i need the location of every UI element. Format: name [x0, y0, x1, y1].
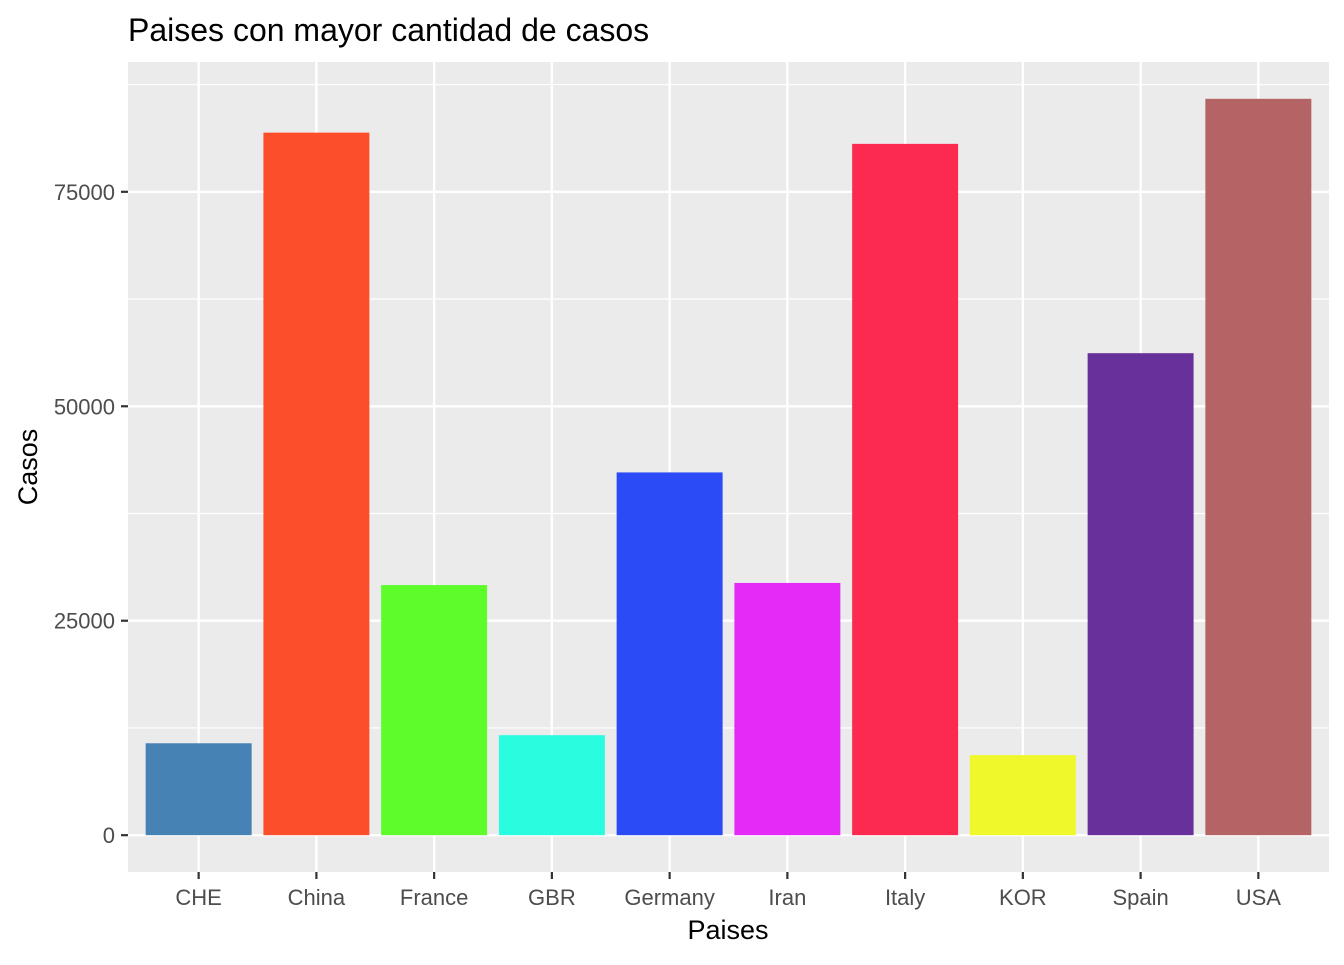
bar-spain [1087, 353, 1194, 836]
bar-germany [616, 472, 723, 836]
x-tick-label-kor: KOR [999, 885, 1047, 910]
bar-china [263, 132, 370, 836]
x-axis: CHE China France GBR Germany Iran Italy KOR Spai… [175, 872, 1281, 910]
bar-iran [734, 582, 841, 836]
y-tick-label: 75000 [54, 180, 115, 205]
y-tick-label: 25000 [54, 609, 115, 634]
x-tick-label-che: CHE [175, 885, 221, 910]
x-tick-label-germany: Germany [624, 885, 714, 910]
x-tick-label-italy: Italy [885, 885, 925, 910]
bar-usa [1205, 98, 1312, 836]
bar-gbr [498, 735, 605, 836]
x-tick-label-usa: USA [1236, 885, 1282, 910]
bar-france [381, 585, 488, 836]
y-axis: 0 25000 50000 75000 [54, 180, 128, 848]
x-tick-label-china: China [288, 885, 346, 910]
x-tick-label-spain: Spain [1112, 885, 1168, 910]
x-tick-label-iran: Iran [768, 885, 806, 910]
bar-kor [969, 755, 1076, 836]
x-axis-title: Paises [687, 915, 768, 945]
bar-italy [852, 143, 959, 836]
y-tick-label: 0 [103, 823, 115, 848]
x-tick-label-gbr: GBR [528, 885, 576, 910]
y-axis-title: Casos [13, 429, 43, 506]
y-tick-label: 50000 [54, 394, 115, 419]
bar-che [145, 743, 252, 836]
bars [145, 98, 1312, 836]
x-tick-label-france: France [400, 885, 468, 910]
chart-title: Paises con mayor cantidad de casos [128, 12, 649, 48]
